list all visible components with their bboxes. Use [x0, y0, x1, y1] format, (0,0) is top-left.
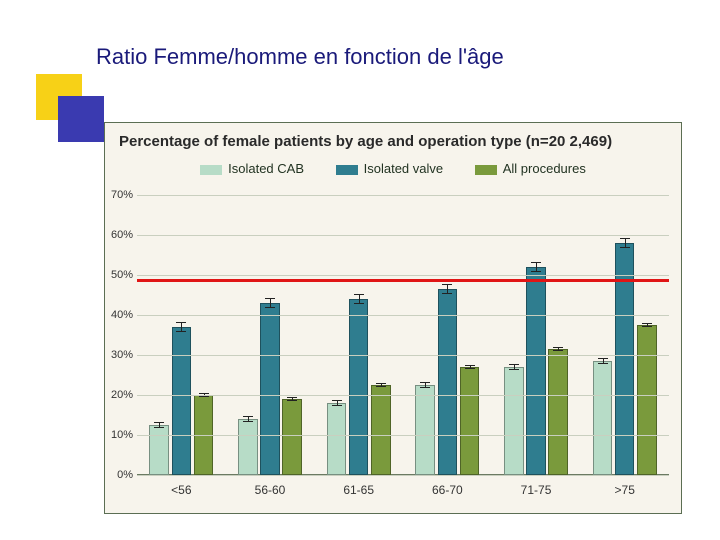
gridline [137, 315, 669, 316]
bar-group [403, 195, 492, 475]
bar [504, 367, 524, 475]
gridline [137, 275, 669, 276]
bar-group [492, 195, 581, 475]
error-bar [642, 323, 652, 328]
y-tick-label: 0% [107, 469, 133, 481]
error-bar [176, 322, 186, 332]
y-tick-label: 50% [107, 269, 133, 281]
error-bar [553, 347, 563, 352]
legend-label: All procedures [503, 161, 586, 176]
error-bar [620, 238, 630, 248]
error-bar [465, 365, 475, 370]
bar [282, 399, 302, 475]
x-tick-label: 61-65 [314, 475, 403, 513]
error-bar [420, 382, 430, 388]
bar [172, 327, 192, 475]
bar [415, 385, 435, 475]
bar [637, 325, 657, 475]
slide: Ratio Femme/homme en fonction de l'âge P… [0, 0, 720, 540]
y-tick-label: 60% [107, 229, 133, 241]
gridline [137, 395, 669, 396]
error-bar [265, 298, 275, 308]
error-bar [287, 397, 297, 402]
gridline [137, 195, 669, 196]
bar [526, 267, 546, 475]
slide-title: Ratio Femme/homme en fonction de l'âge [96, 44, 504, 70]
legend-label: Isolated valve [364, 161, 444, 176]
y-tick-label: 20% [107, 389, 133, 401]
legend-item: All procedures [475, 161, 586, 176]
legend-item: Isolated CAB [200, 161, 304, 176]
chart-legend: Isolated CAB Isolated valve All procedur… [105, 161, 681, 176]
error-bar [531, 262, 541, 272]
x-tick-label: <56 [137, 475, 226, 513]
bar [438, 289, 458, 475]
x-axis-labels: <5656-6061-6566-7071-75>75 [137, 475, 669, 513]
bar-group [314, 195, 403, 475]
legend-swatch [200, 165, 222, 175]
legend-label: Isolated CAB [228, 161, 304, 176]
bar [460, 367, 480, 475]
legend-swatch [475, 165, 497, 175]
bar [327, 403, 347, 475]
gridline [137, 235, 669, 236]
error-bar [243, 416, 253, 422]
bar [149, 425, 169, 475]
legend-item: Isolated valve [336, 161, 444, 176]
bar [615, 243, 635, 475]
bar-group [580, 195, 669, 475]
error-bar [598, 358, 608, 364]
error-bar [332, 400, 342, 406]
plot-area: 0%10%20%30%40%50%60%70% [137, 195, 669, 475]
gridline [137, 355, 669, 356]
error-bar [376, 383, 386, 388]
x-tick-label: 66-70 [403, 475, 492, 513]
y-tick-label: 70% [107, 189, 133, 201]
error-bar [354, 294, 364, 304]
error-bar [509, 364, 519, 370]
bar [260, 303, 280, 475]
bar-group [226, 195, 315, 475]
error-bar [442, 284, 452, 294]
bar [593, 361, 613, 475]
bar [349, 299, 369, 475]
y-tick-label: 30% [107, 349, 133, 361]
chart-subtitle: Percentage of female patients by age and… [119, 133, 612, 150]
gridline [137, 435, 669, 436]
reference-line [137, 279, 669, 282]
y-tick-label: 40% [107, 309, 133, 321]
y-tick-label: 10% [107, 429, 133, 441]
error-bar [154, 422, 164, 428]
bar-groups [137, 195, 669, 475]
legend-swatch [336, 165, 358, 175]
x-tick-label: 71-75 [492, 475, 581, 513]
bar-group [137, 195, 226, 475]
x-tick-label: >75 [580, 475, 669, 513]
chart-panel: Percentage of female patients by age and… [104, 122, 682, 514]
bar [238, 419, 258, 475]
bar [548, 349, 568, 475]
accent-square-blue [58, 96, 104, 142]
x-tick-label: 56-60 [226, 475, 315, 513]
bar [371, 385, 391, 475]
